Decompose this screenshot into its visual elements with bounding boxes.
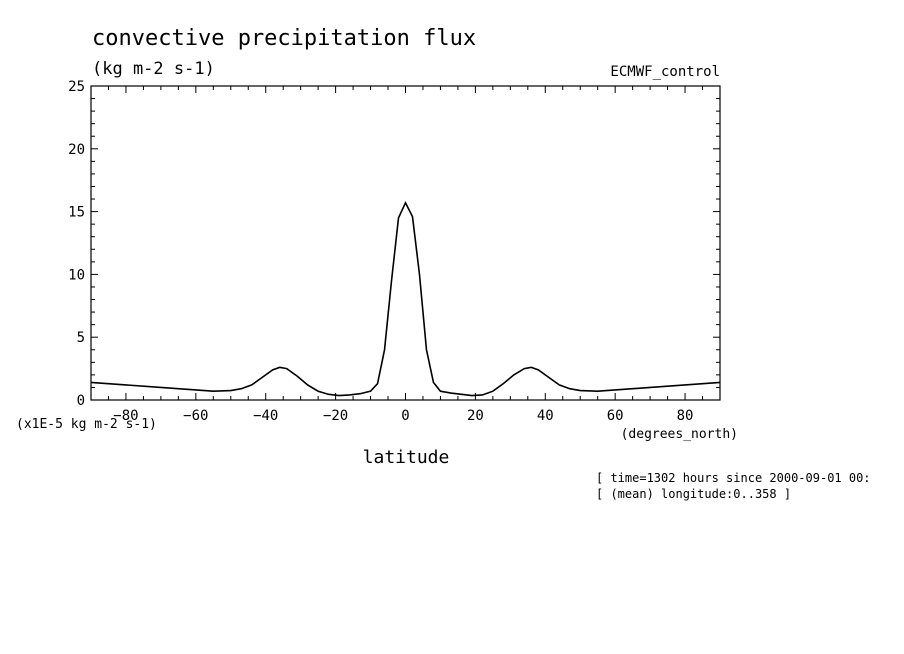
y-tick-label: 0 — [77, 393, 85, 409]
y-tick-label: 20 — [68, 142, 85, 158]
y-scale-label: (x1E-5 kg m-2 s-1) — [16, 417, 157, 432]
series-line-convective-precipitation — [90, 200, 721, 397]
x-tick-label: −80 — [113, 408, 138, 424]
x-tick-label: 80 — [677, 408, 694, 424]
x-tick-labels: −80 −60 −40 −20 0 20 40 60 80 — [113, 408, 693, 424]
y-tick-label: 10 — [68, 267, 85, 283]
chart-units: (kg m-2 s-1) — [92, 59, 215, 79]
footnote-time: [ time=1302 hours since 2000-09-01 00: — [596, 471, 871, 485]
x-tick-label: −40 — [253, 408, 278, 424]
y-tick-label: 5 — [77, 330, 85, 346]
y-tick-labels: 0 5 10 15 20 25 — [68, 79, 85, 409]
x-tick-label: 40 — [537, 408, 554, 424]
x-tick-label: 60 — [607, 408, 624, 424]
x-units-label: (degrees_north) — [621, 427, 738, 442]
chart-title: convective precipitation flux — [92, 26, 476, 51]
footnote-longitude: [ (mean) longitude:0..358 ] — [596, 487, 791, 501]
x-tick-label: 0 — [401, 408, 409, 424]
source-label: ECMWF_control — [610, 64, 720, 80]
plot-frame — [90, 85, 721, 401]
x-tick-label: −20 — [323, 408, 348, 424]
y-tick-label: 15 — [68, 205, 85, 221]
x-tick-label: 20 — [467, 408, 484, 424]
axis-ticks — [90, 85, 721, 401]
y-tick-label: 25 — [68, 79, 85, 95]
x-axis-title: latitude — [363, 447, 450, 468]
x-tick-label: −60 — [183, 408, 208, 424]
